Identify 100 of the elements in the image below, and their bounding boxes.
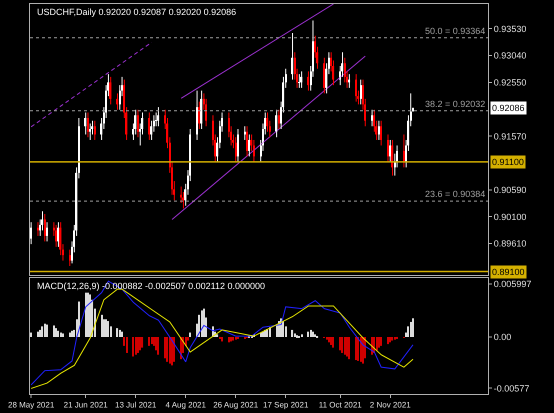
bar (339, 336, 341, 350)
bar (166, 336, 168, 362)
bar (216, 334, 218, 337)
bar (37, 332, 39, 337)
bar (141, 336, 144, 348)
bar (135, 336, 137, 355)
y-tick-label: 0.93530 (494, 24, 526, 34)
bar (201, 310, 203, 337)
bar (376, 336, 378, 350)
ref-line-label: 38.2 = 0.92032 (425, 99, 486, 109)
bar (291, 330, 294, 337)
ref-line-label: 0.91100 (492, 157, 524, 167)
bar (198, 314, 200, 337)
bar (132, 336, 134, 357)
bar (269, 327, 271, 337)
bar (41, 326, 44, 337)
text: 0.92086 (492, 103, 525, 113)
chart-title: USDCHF,Daily 0.92020 0.92087 0.92020 0.92086 (37, 7, 236, 17)
bar (85, 292, 87, 337)
bar (157, 336, 159, 355)
x-tick-label: 13 Jul 2021 (115, 400, 157, 410)
bar (232, 336, 234, 341)
bar (312, 332, 314, 337)
bar (326, 336, 328, 340)
y-tick-label: 0.005997 (494, 278, 532, 289)
bar (332, 336, 334, 348)
y-tick-label: 0.91570 (494, 131, 526, 142)
x-tick-label: 11 Oct 2021 (318, 400, 362, 410)
bar (164, 336, 166, 358)
bar (296, 335, 298, 338)
bar (151, 336, 153, 344)
ref-line-label: 23.6 = 0.90384 (425, 189, 486, 199)
bar (357, 336, 360, 361)
bar (389, 336, 391, 342)
bar (171, 336, 173, 366)
bar (407, 326, 410, 337)
bar (355, 336, 357, 360)
bar (169, 336, 171, 364)
y-tick-label: 0.90590 (494, 185, 526, 196)
bar (203, 308, 205, 337)
bar (330, 336, 332, 345)
bar (173, 336, 175, 362)
bar (189, 332, 191, 337)
bar (139, 336, 141, 350)
y-tick-label: 0.90100 (494, 212, 526, 222)
bar (71, 330, 73, 337)
bar (410, 322, 412, 337)
bar (294, 333, 296, 337)
bar (126, 336, 128, 353)
bar (107, 321, 109, 337)
bar (116, 328, 118, 337)
bar (341, 336, 344, 353)
y-tick-label: -0.00577 (494, 383, 530, 394)
bar (328, 336, 330, 342)
bar (235, 336, 237, 340)
bar (314, 334, 316, 337)
y-tick-label: 0.89610 (494, 238, 526, 249)
bar (53, 325, 55, 337)
bar (155, 336, 157, 350)
x-tick-label: 26 Aug 2021 (213, 400, 259, 410)
bar (387, 336, 389, 344)
bar (230, 336, 232, 342)
bar (57, 330, 59, 337)
x-tick-label: 28 May 2021 (8, 400, 55, 410)
bar (62, 333, 64, 337)
bar (119, 330, 121, 337)
bar (282, 321, 284, 337)
bar (394, 336, 396, 340)
bar (46, 324, 48, 337)
bar (228, 336, 230, 342)
bar (348, 336, 350, 360)
bar (412, 318, 414, 337)
bar (30, 332, 32, 337)
bar (60, 332, 62, 337)
bar (87, 292, 89, 337)
bar (101, 314, 103, 337)
bar (391, 336, 394, 341)
ref-line-label: 50.0 = 0.93364 (425, 26, 486, 36)
x-tick-label: 17 Sep 2021 (263, 400, 309, 410)
bar (301, 334, 303, 337)
bar (89, 294, 91, 337)
bar (69, 332, 71, 337)
bar (39, 330, 41, 337)
bar (344, 336, 346, 355)
ref-line-label: 0.89100 (492, 267, 525, 277)
bar (221, 336, 223, 342)
bar (148, 336, 150, 346)
x-tick-label: 2 Nov 2021 (370, 400, 412, 410)
y-tick-label: 0.00 (494, 332, 512, 342)
bar (121, 332, 123, 337)
bar (378, 336, 380, 348)
y-tick-label: 0.93040 (494, 50, 526, 61)
y-tick-label: 0.92550 (494, 78, 526, 88)
x-tick-label: 4 Aug 2021 (165, 400, 206, 410)
bar (44, 324, 46, 337)
x-tick-label: 21 Jun 2021 (64, 400, 108, 410)
bar (276, 324, 278, 337)
bar (380, 336, 382, 346)
bar (310, 330, 312, 337)
bar (307, 332, 309, 337)
